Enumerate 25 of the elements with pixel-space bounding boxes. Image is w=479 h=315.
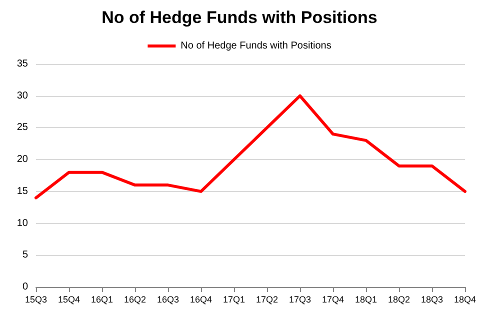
x-tick-label: 18Q2 — [388, 294, 410, 304]
y-tick-label: 15 — [16, 186, 28, 197]
legend-label: No of Hedge Funds with Positions — [180, 40, 332, 52]
x-tick-label: 18Q4 — [454, 294, 476, 304]
x-tick-label: 16Q3 — [156, 294, 180, 304]
y-tick-label: 5 — [22, 250, 28, 261]
y-tick-label: 25 — [16, 122, 28, 134]
x-tick-label: 18Q1 — [354, 294, 378, 304]
y-tick-label: 10 — [16, 218, 28, 229]
x-tick-label: 18Q3 — [420, 294, 444, 304]
x-tick-label: 16Q1 — [90, 294, 114, 304]
x-tick-label: 17Q2 — [256, 294, 278, 304]
chart-title: No of Hedge Funds with Positions — [102, 8, 378, 27]
x-tick-label: 17Q1 — [222, 294, 246, 304]
x-tick-label: 15Q3 — [24, 294, 48, 304]
y-tick-label: 30 — [16, 90, 28, 102]
y-tick-label: 0 — [22, 282, 28, 292]
y-tick-label: 20 — [16, 154, 28, 166]
x-tick-label: 16Q2 — [124, 294, 146, 304]
line-series — [34, 94, 466, 200]
x-tick-label: 15Q4 — [58, 294, 80, 304]
x-tick-label: 16Q4 — [190, 294, 212, 304]
x-tick-label: 17Q4 — [322, 294, 344, 304]
x-tick-label: 17Q3 — [288, 294, 312, 304]
y-tick-label: 35 — [16, 58, 28, 70]
